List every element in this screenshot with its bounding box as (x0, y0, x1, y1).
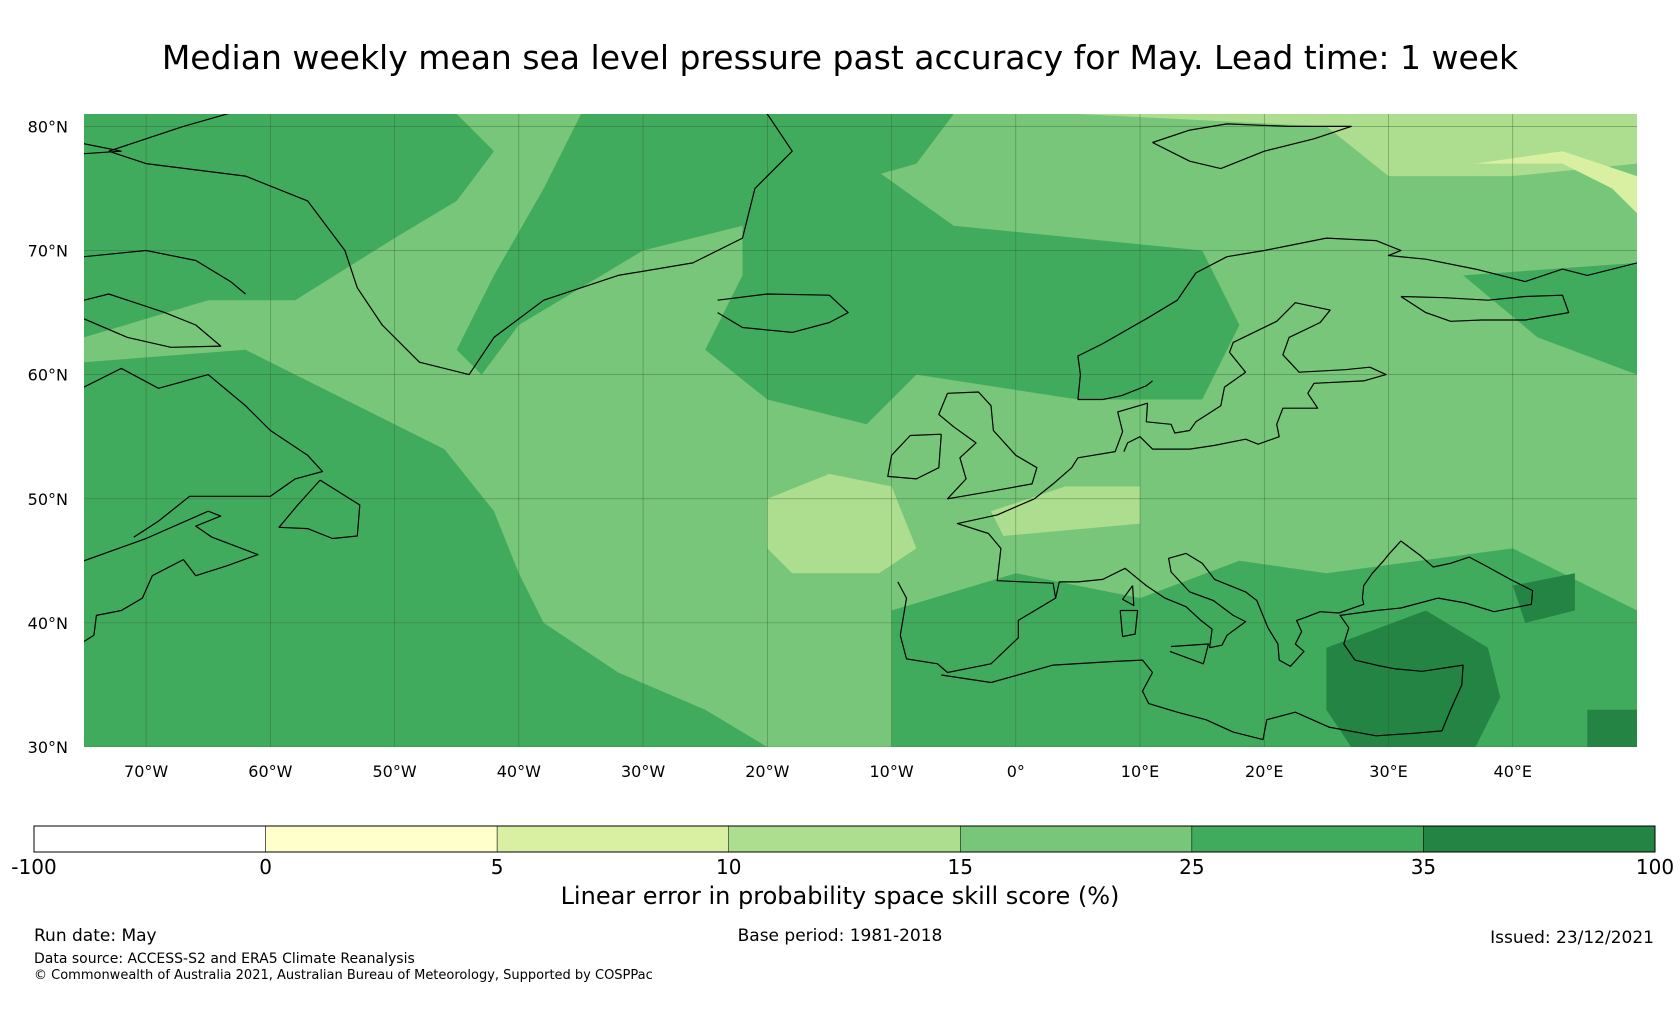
latitude-tick-label: 40°N (28, 614, 68, 633)
colorbar-segment (728, 825, 961, 853)
colorbar-tick-labels: -100 0 5 10 15 25 35 100 (11, 855, 1674, 879)
latitude-tick-label: 30°N (28, 738, 68, 757)
colorbar-frame (33, 825, 1656, 853)
latitude-tick-label: 50°N (28, 490, 68, 509)
coastline (108, 114, 793, 376)
coastline (717, 293, 849, 333)
coastline (84, 293, 222, 348)
longitude-tick-label: 40°W (497, 762, 541, 780)
longitude-labels: 70°W 60°W 50°W 40°W 30°W 20°W 10°W 0° 10°E 20°E 30… (124, 762, 1532, 780)
colorbar-tick-label: 35 (1411, 855, 1436, 879)
latitude-labels: 80°N 70°N 60°N 50°N 40°N 30°N (28, 117, 68, 757)
coastline (897, 302, 1387, 674)
coastline (278, 479, 361, 540)
map-title: Median weekly mean sea level pressure pa… (161, 38, 1519, 77)
coastline (1400, 294, 1570, 322)
skill-region (705, 163, 1240, 425)
coastline (84, 510, 259, 643)
skill-region (1326, 610, 1501, 747)
coastline (84, 367, 324, 538)
coastlines (84, 114, 1637, 741)
latitude-tick-label: 80°N (28, 117, 68, 136)
longitude-tick-label: 10°E (1121, 762, 1159, 780)
coastline (1169, 643, 1210, 665)
skill-regions (84, 114, 1637, 747)
skill-region (1463, 262, 1637, 375)
colorbar-segment (265, 825, 498, 853)
coastline (887, 433, 942, 480)
longitude-tick-label: 30°W (621, 762, 665, 780)
colorbar-tick-label: 25 (1179, 855, 1204, 879)
coastline (938, 391, 1038, 500)
coastline (1119, 609, 1139, 638)
skill-region (84, 114, 494, 338)
base-period: Base period: 1981-2018 (737, 926, 943, 946)
data-source: Data source: ACCESS-S2 and ERA5 Climate … (34, 951, 415, 967)
issued-date: Issued: 23/12/2021 (1490, 928, 1654, 948)
coastline (84, 249, 246, 295)
skill-score-map: 80°N 70°N 60°N 50°N 40°N 30°N 70°W 60°W 50°W 40°… (28, 114, 1637, 780)
copyright-notice: © Commonwealth of Australia 2021, Austra… (34, 968, 653, 983)
longitude-tick-label: 20°E (1245, 762, 1283, 780)
latitude-tick-label: 60°N (28, 366, 68, 385)
longitude-tick-label: 20°W (745, 762, 789, 780)
colorbar-tick-label: -100 (11, 855, 56, 879)
coastline (1121, 585, 1135, 607)
colorbar-tick-label: 0 (259, 855, 272, 879)
longitude-tick-label: 60°W (248, 762, 292, 780)
longitude-tick-label: 0° (1007, 762, 1025, 780)
colorbar-title: Linear error in probability space skill … (560, 882, 1120, 910)
coastline (1077, 237, 1637, 400)
longitude-tick-label: 70°W (124, 762, 168, 780)
skill-region (84, 349, 768, 747)
coastline (1152, 123, 1352, 170)
colorbar-segment (33, 825, 266, 853)
skill-region (1475, 151, 1637, 214)
colorbar-segment (1423, 825, 1656, 853)
longitude-tick-label: 50°W (373, 762, 417, 780)
gridlines (84, 114, 1637, 747)
run-date: Run date: May (34, 926, 157, 946)
colorbar-segment (1191, 825, 1424, 853)
colorbar-segment (496, 825, 729, 853)
longitude-tick-label: 30°E (1369, 762, 1407, 780)
colorbar-tick-label: 10 (716, 855, 741, 879)
colorbar-tick-label: 5 (491, 855, 504, 879)
skill-region (1512, 573, 1575, 623)
coastline (1077, 380, 1153, 401)
skill-region (1587, 709, 1637, 747)
latitude-tick-label: 70°N (28, 242, 68, 261)
colorbar-tick-label: 100 (1636, 855, 1674, 879)
coastline (941, 540, 1534, 741)
colorbar-segment (960, 825, 1193, 853)
colorbar-tick-label: 15 (948, 855, 973, 879)
coastline (84, 143, 122, 155)
longitude-tick-label: 10°W (869, 762, 913, 780)
longitude-tick-label: 40°E (1494, 762, 1532, 780)
colorbar-segments (33, 825, 1656, 853)
